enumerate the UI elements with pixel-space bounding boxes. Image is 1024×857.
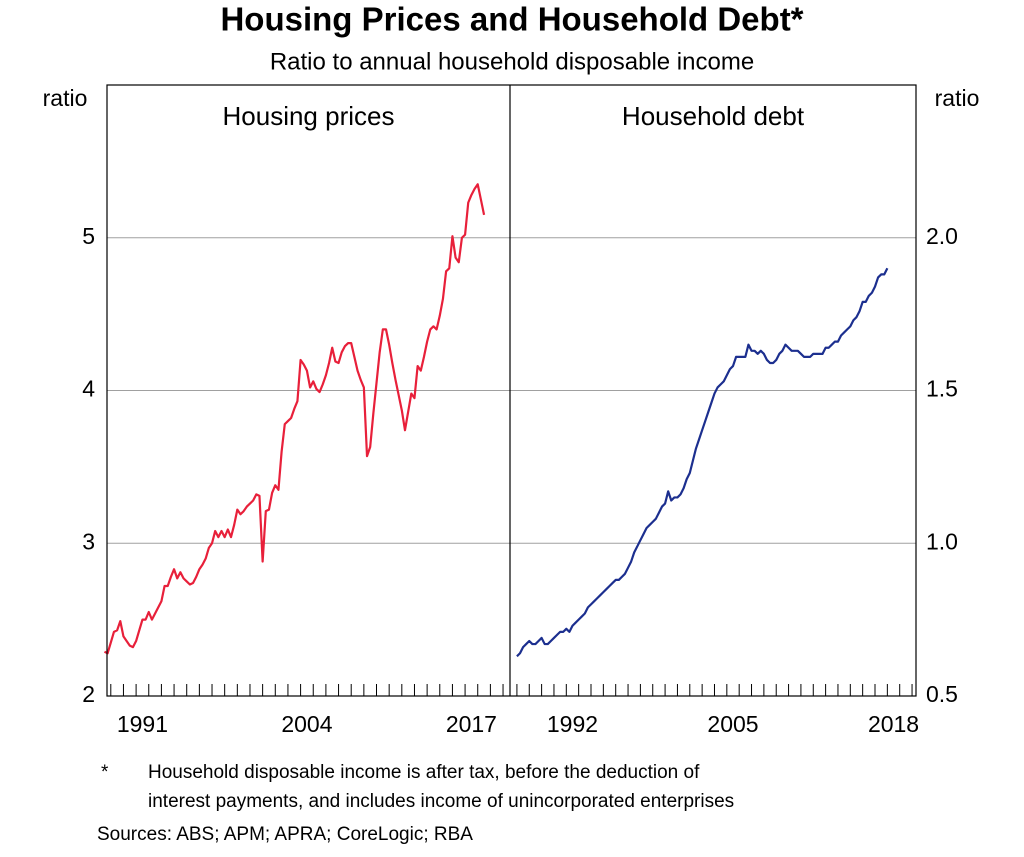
footnote-line: Household disposable income is after tax…: [148, 762, 700, 783]
sources: Sources: ABS; APM; APRA; CoreLogic; RBA: [97, 824, 473, 845]
y-tick-label: 2.0: [926, 223, 958, 249]
x-tick-label: 1992: [547, 711, 598, 737]
panel-title: Housing prices: [223, 101, 395, 131]
y-tick-label: 1.0: [926, 528, 958, 554]
y-tick-label: 5: [82, 223, 95, 249]
data-line: [103, 183, 486, 655]
x-tick-label: 2004: [281, 711, 332, 737]
x-tick-label: 2018: [868, 711, 919, 737]
chart-title: Housing Prices and Household Debt*: [220, 1, 803, 38]
y-tick-label: 4: [82, 376, 95, 402]
chart-subtitle: Ratio to annual household disposable inc…: [270, 48, 754, 75]
panel-title: Household debt: [622, 101, 805, 131]
footnote-marker: *: [101, 762, 109, 783]
x-tick-label: 2005: [707, 711, 758, 737]
footnote-line: interest payments, and includes income o…: [148, 791, 734, 812]
y-tick-label: 0.5: [926, 681, 958, 707]
data-line: [516, 267, 889, 658]
plot-frame: [106, 84, 917, 697]
y-tick-label: 2: [82, 681, 95, 707]
y-axis-label: ratio: [935, 85, 980, 111]
y-axis-label: ratio: [43, 85, 88, 111]
y-tick-label: 1.5: [926, 376, 958, 402]
x-tick-label: 2017: [446, 711, 497, 737]
x-tick-label: 1991: [117, 711, 168, 737]
y-tick-label: 3: [82, 528, 95, 554]
